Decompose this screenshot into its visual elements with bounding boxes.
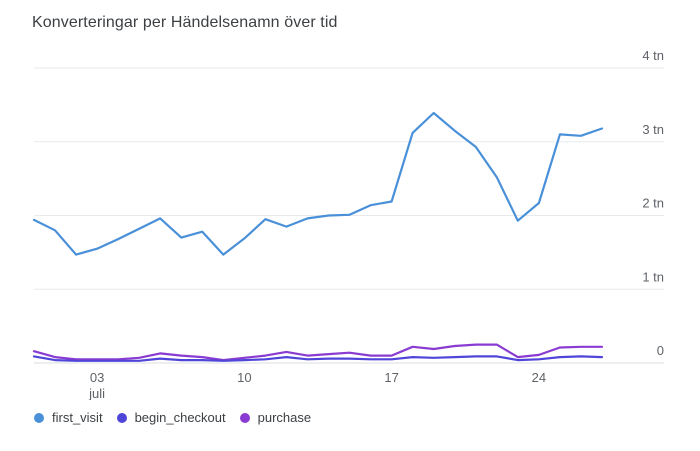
chart-title: Konverteringar per Händelsenamn över tid	[32, 14, 338, 31]
y-axis-ticks: 0 1 tn 2 tn 3 tn 4 tn	[642, 48, 664, 358]
y-tick-label: 3 tn	[642, 122, 664, 137]
y-tick-label: 2 tn	[642, 196, 664, 211]
legend-item-begin-checkout[interactable]: begin_checkout	[116, 410, 226, 425]
legend: first_visit begin_checkout purchase	[34, 410, 325, 425]
series-line-first-visit[interactable]	[32, 111, 604, 256]
y-tick-label: 0	[657, 343, 664, 358]
x-tick-label: 10	[237, 370, 251, 385]
x-tick-sublabel: juli	[88, 386, 105, 400]
legend-item-purchase[interactable]: purchase	[239, 410, 312, 425]
legend-item-first-visit[interactable]: first_visit	[34, 410, 103, 425]
series-lines	[32, 111, 604, 362]
legend-label: begin_checkout	[134, 410, 226, 425]
legend-label: purchase	[257, 410, 312, 425]
legend-label: first_visit	[52, 410, 103, 425]
legend-dot-icon	[34, 412, 44, 423]
y-tick-label: 1 tn	[642, 269, 664, 284]
legend-dot-icon	[239, 412, 250, 423]
y-tick-label: 4 tn	[642, 48, 664, 63]
x-tick-label: 24	[532, 370, 546, 385]
series-line-begin-checkout[interactable]	[32, 355, 604, 362]
legend-dot-icon	[116, 412, 127, 423]
series-line-purchase[interactable]	[32, 343, 604, 362]
x-tick-label: 03	[90, 370, 104, 385]
x-tick-label: 17	[384, 370, 398, 385]
